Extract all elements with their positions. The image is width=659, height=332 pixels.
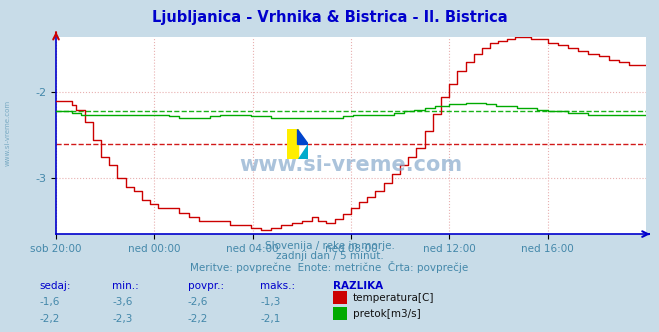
Text: www.si-vreme.com: www.si-vreme.com	[5, 100, 11, 166]
Text: RAZLIKA: RAZLIKA	[333, 281, 383, 290]
Text: -2,2: -2,2	[188, 314, 208, 324]
Text: Ljubljanica - Vrhnika & Bistrica - Il. Bistrica: Ljubljanica - Vrhnika & Bistrica - Il. B…	[152, 10, 507, 25]
Text: -2,2: -2,2	[40, 314, 60, 324]
Text: temperatura[C]: temperatura[C]	[353, 293, 434, 303]
Text: povpr.:: povpr.:	[188, 281, 224, 290]
Polygon shape	[287, 129, 298, 159]
Text: -1,6: -1,6	[40, 297, 60, 307]
Text: pretok[m3/s]: pretok[m3/s]	[353, 309, 420, 319]
Text: -2,3: -2,3	[112, 314, 132, 324]
Text: -2,6: -2,6	[188, 297, 208, 307]
Text: -2,1: -2,1	[260, 314, 281, 324]
Text: Meritve: povprečne  Enote: metrične  Črta: povprečje: Meritve: povprečne Enote: metrične Črta:…	[190, 261, 469, 273]
Text: www.si-vreme.com: www.si-vreme.com	[239, 155, 463, 175]
Text: zadnji dan / 5 minut.: zadnji dan / 5 minut.	[275, 251, 384, 261]
Text: Slovenija / reke in morje.: Slovenija / reke in morje.	[264, 241, 395, 251]
Text: -1,3: -1,3	[260, 297, 281, 307]
Text: min.:: min.:	[112, 281, 139, 290]
Text: maks.:: maks.:	[260, 281, 295, 290]
Polygon shape	[298, 144, 308, 159]
Text: -3,6: -3,6	[112, 297, 132, 307]
Polygon shape	[298, 129, 308, 144]
Text: sedaj:: sedaj:	[40, 281, 71, 290]
